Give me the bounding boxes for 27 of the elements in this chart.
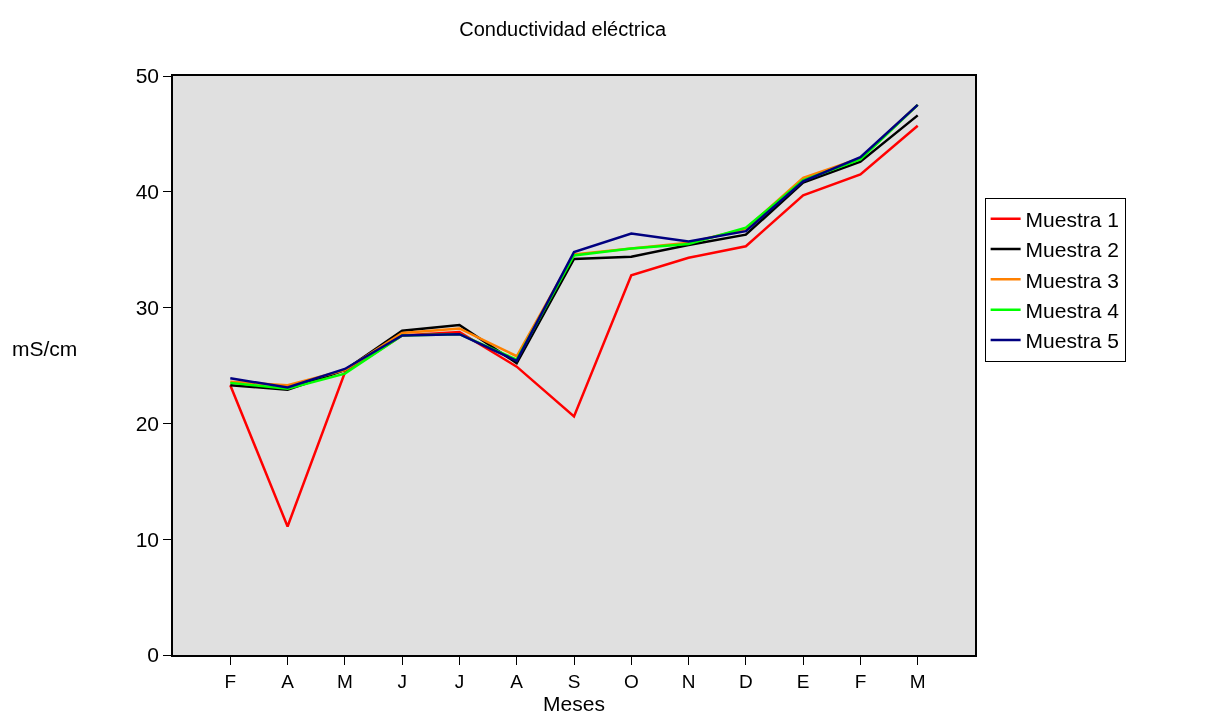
- x-tick-label: M: [909, 670, 926, 692]
- x-tick-label: D: [738, 670, 753, 692]
- x-tick-label: A: [281, 670, 295, 692]
- x-tick-label: J: [454, 670, 465, 692]
- x-tick-label: S: [567, 670, 581, 692]
- legend-label: Muestra 1: [1025, 207, 1119, 231]
- x-axis-title: Meses: [543, 691, 605, 715]
- x-tick-label: N: [681, 670, 696, 692]
- x-tick-label: A: [510, 670, 524, 692]
- x-tick-label: E: [796, 670, 810, 692]
- y-tick-label: 50: [135, 64, 160, 88]
- x-tick-label: J: [397, 670, 407, 692]
- x-tick-label: O: [623, 670, 639, 692]
- y-axis-title: mS/cm: [12, 337, 78, 360]
- y-tick-label: 40: [135, 180, 160, 204]
- x-tick-label: M: [336, 670, 353, 692]
- legend-label: Muestra 2: [1025, 238, 1119, 262]
- chart-title: Conductividad eléctrica: [459, 17, 667, 40]
- y-tick-label: 30: [135, 295, 160, 319]
- y-tick-label: 20: [135, 411, 160, 435]
- legend-label: Muestra 3: [1025, 268, 1119, 292]
- y-tick-label: 10: [135, 527, 160, 551]
- y-tick-label: 0: [147, 643, 160, 667]
- legend-label: Muestra 4: [1025, 298, 1120, 322]
- legend-label: Muestra 5: [1025, 329, 1119, 353]
- x-tick-label: F: [854, 670, 867, 692]
- x-tick-label: F: [224, 670, 237, 692]
